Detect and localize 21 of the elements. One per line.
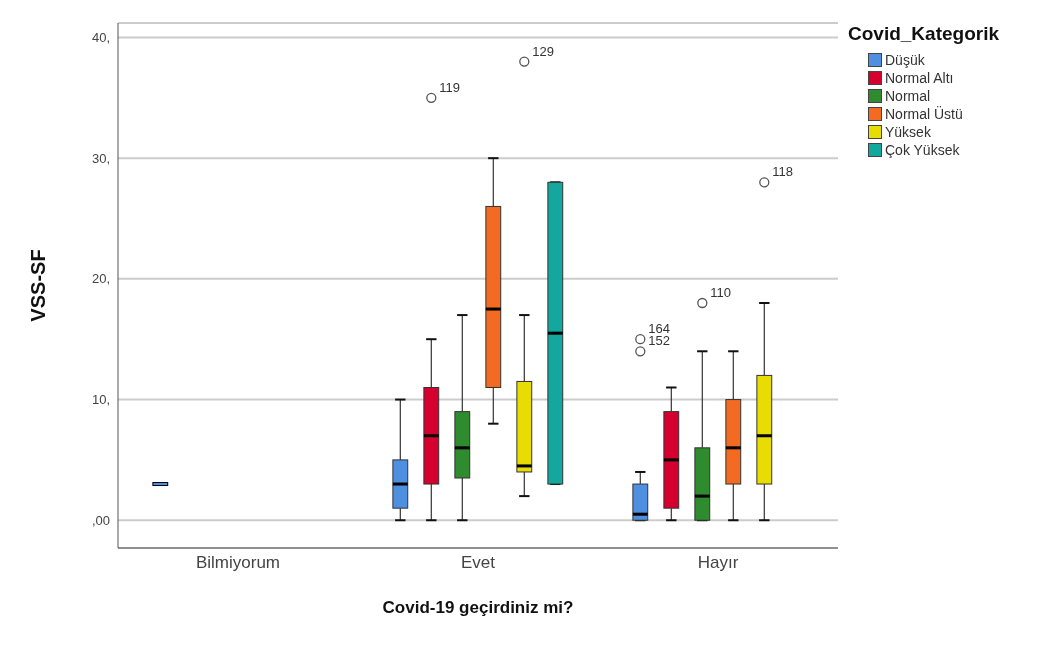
legend-label: Normal Altı [885, 70, 954, 86]
y-tick-label: 10, [91, 392, 110, 408]
y-axis-title: VSS-SF [27, 249, 50, 322]
x-tick-label: Evet [460, 553, 496, 573]
annotation: 118 [772, 164, 794, 180]
x-tick-label: Hayır [697, 553, 739, 573]
legend-label: Düşük [885, 52, 925, 68]
annotation: 119 [439, 79, 461, 95]
legend-label: Normal [885, 88, 931, 104]
legend-label: Normal Üstü [885, 106, 963, 122]
y-tick-label: ,00 [91, 512, 110, 528]
y-tick-label: 30, [91, 150, 110, 166]
y-tick-label: 40, [91, 30, 110, 46]
legend-label: Çok Yüksek [885, 142, 960, 158]
x-axis-title: Covid-19 geçirdiniz mi? [382, 598, 574, 617]
y-tick-label: 20, [91, 271, 110, 287]
legend-label: Yüksek [885, 124, 931, 140]
annotation: 129 [532, 43, 554, 59]
legend-title: Covid_Kategorik [848, 23, 1000, 45]
x-tick-label: Bilmiyorum [195, 553, 281, 573]
annotation: 110 [710, 285, 732, 300]
